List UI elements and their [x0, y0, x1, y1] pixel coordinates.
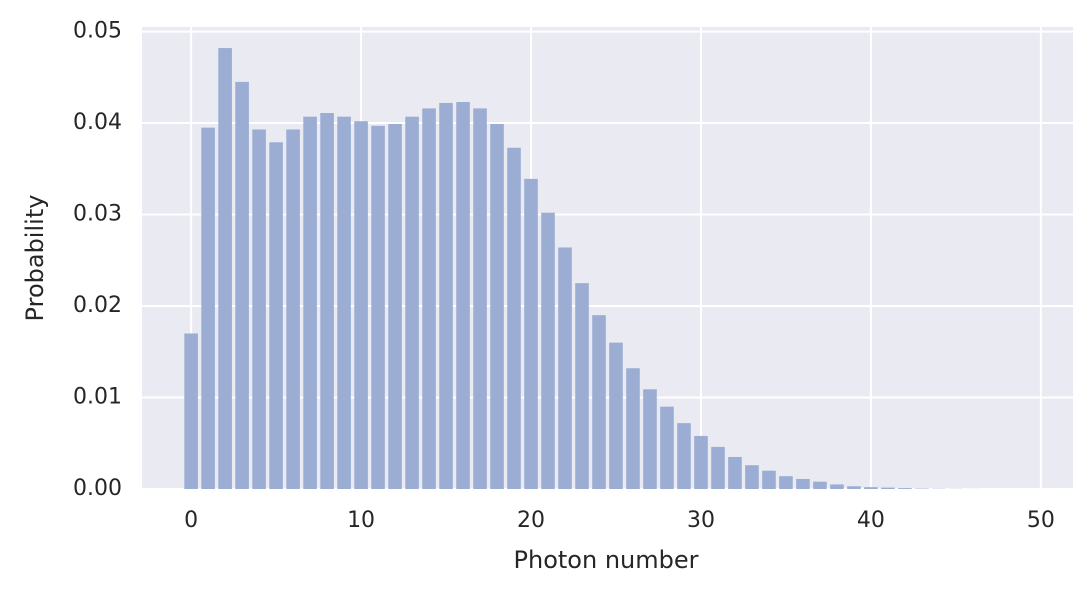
bar	[456, 102, 470, 489]
bar	[354, 121, 368, 489]
bar	[473, 108, 487, 489]
y-tick-label: 0.02	[73, 293, 122, 318]
bar	[507, 147, 521, 490]
bar	[524, 178, 538, 489]
x-tick-label: 50	[1027, 508, 1055, 533]
bar	[558, 247, 572, 489]
bar	[609, 342, 623, 489]
bar	[269, 142, 283, 489]
bar	[439, 102, 453, 489]
bar	[303, 116, 317, 489]
bar	[592, 315, 606, 489]
bar	[881, 487, 895, 489]
bar	[660, 406, 674, 489]
y-tick-label: 0.03	[73, 202, 122, 227]
x-tick-label: 20	[517, 508, 545, 533]
bar	[898, 488, 912, 489]
x-axis-title: Photon number	[514, 546, 699, 574]
bar	[235, 81, 249, 490]
bar	[575, 283, 589, 489]
bar	[779, 476, 793, 489]
bar	[286, 129, 300, 489]
y-axis-title: Probability	[21, 195, 49, 322]
bar	[677, 423, 691, 489]
bar	[830, 484, 844, 489]
bar	[847, 486, 861, 489]
bar	[201, 127, 215, 489]
bar	[864, 487, 878, 489]
bar	[626, 368, 640, 489]
bar	[694, 435, 708, 489]
bar	[745, 465, 759, 489]
bar	[643, 389, 657, 489]
x-tick-label: 10	[347, 508, 375, 533]
bar	[796, 478, 810, 489]
bar	[252, 129, 266, 489]
bar	[184, 333, 198, 489]
x-tick-label: 0	[184, 508, 198, 533]
x-tick-label: 30	[687, 508, 715, 533]
bar	[490, 123, 504, 490]
bar	[813, 481, 827, 489]
y-tick-label: 0.01	[73, 385, 122, 410]
bar	[405, 116, 419, 489]
bar	[218, 48, 232, 489]
y-tick-label: 0.04	[73, 110, 122, 135]
bar	[762, 470, 776, 489]
y-tick-label: 0.00	[73, 476, 122, 501]
bar	[711, 446, 725, 489]
bar	[320, 112, 334, 490]
bar	[337, 116, 351, 489]
bar	[541, 212, 555, 490]
y-tick-label: 0.05	[73, 19, 122, 44]
bar	[422, 108, 436, 489]
bar	[388, 123, 402, 490]
bar	[371, 125, 385, 490]
x-tick-label: 40	[857, 508, 885, 533]
bar	[728, 456, 742, 489]
